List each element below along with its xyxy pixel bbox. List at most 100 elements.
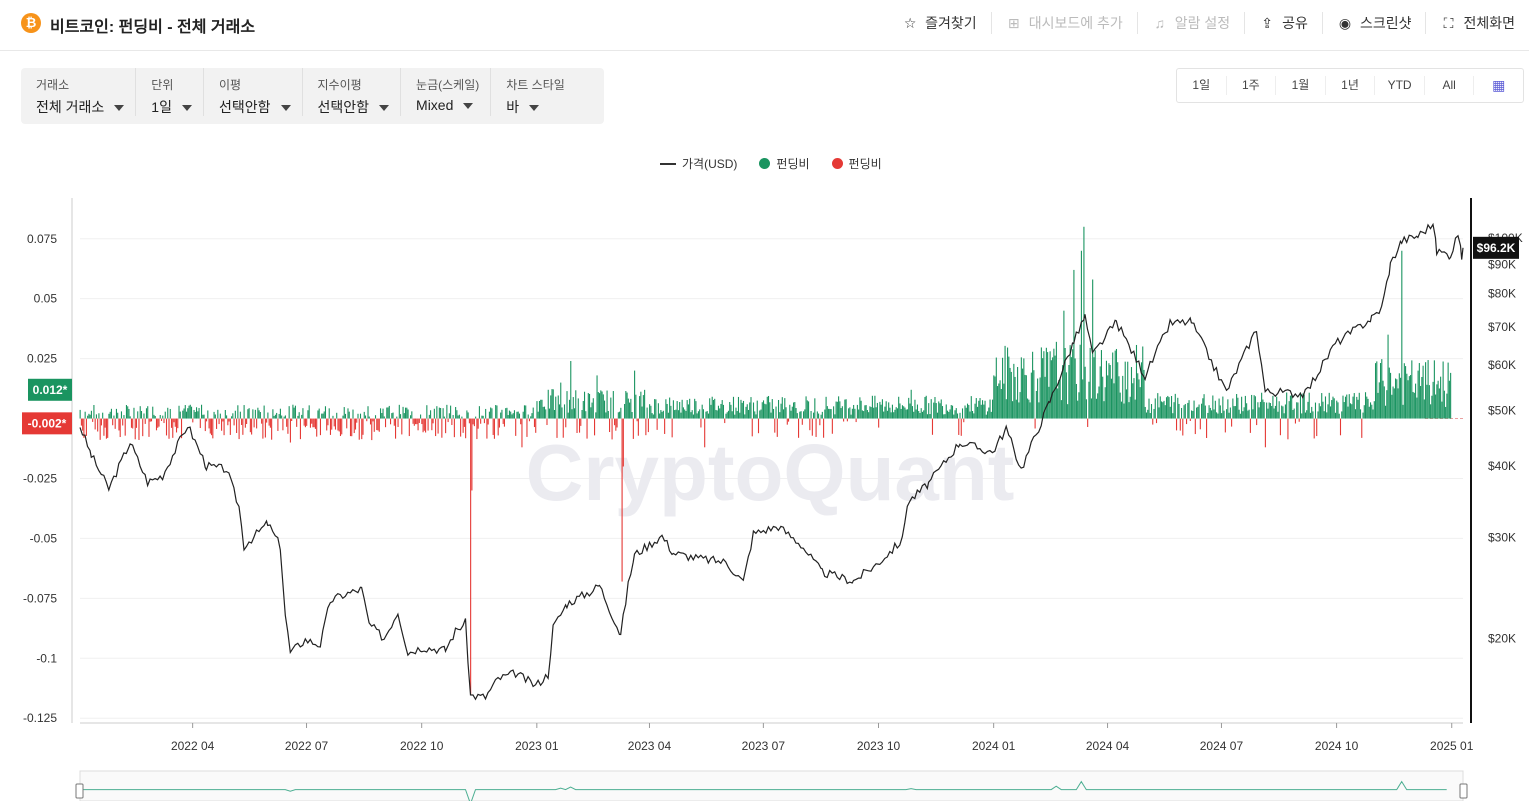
funding-bar-positive — [903, 406, 905, 419]
funding-bar-positive — [1354, 409, 1357, 419]
range-button[interactable]: 1년 — [1326, 76, 1376, 95]
filter-3[interactable]: 지수이평 선택안함 — [303, 68, 402, 116]
filter-2[interactable]: 이평 선택안함 — [204, 68, 303, 116]
funding-bar-positive — [946, 410, 949, 419]
funding-bar-positive — [1092, 279, 1094, 419]
funding-bar-positive — [695, 401, 697, 419]
funding-bar-positive — [1058, 379, 1060, 419]
funding-bar-negative — [811, 418, 813, 436]
funding-bar-positive — [89, 414, 91, 419]
bell-button[interactable]: ♫ 알람 설정 — [1136, 12, 1244, 34]
share-button[interactable]: ⇪ 공유 — [1244, 12, 1322, 34]
funding-bar-positive — [1055, 341, 1057, 419]
funding-bar-positive — [1307, 401, 1309, 419]
funding-bar-positive — [95, 414, 97, 419]
funding-bar-positive — [934, 397, 936, 419]
funding-bar-positive — [1184, 403, 1186, 419]
funding-bar-positive — [816, 411, 818, 419]
funding-bar-positive — [343, 407, 345, 419]
funding-bar-negative — [776, 418, 778, 437]
funding-bar-positive — [820, 414, 822, 419]
funding-bar-positive — [989, 399, 991, 419]
filter-value: 선택안함 — [219, 97, 291, 117]
filter-4[interactable]: 눈금(스케일) Mixed — [401, 68, 492, 116]
funding-bar-positive — [203, 414, 205, 419]
funding-bar-positive — [1244, 395, 1246, 419]
add-dashboard-button[interactable]: ⊞ 대시보드에 추가 — [990, 12, 1137, 34]
funding-bar-positive — [1078, 392, 1080, 419]
funding-bar-positive — [1030, 372, 1032, 419]
funding-bar-negative — [246, 418, 248, 425]
funding-bar-positive — [1388, 367, 1390, 419]
funding-bar-positive — [1137, 373, 1139, 419]
funding-bar-positive — [93, 405, 95, 419]
funding-bar-negative — [473, 418, 475, 427]
funding-bar-positive — [873, 407, 875, 419]
y-right-tick-label: $80K — [1488, 287, 1516, 301]
funding-bar-negative — [346, 418, 348, 429]
funding-bar-positive — [642, 395, 644, 419]
funding-bar-negative — [316, 418, 318, 437]
funding-bar-positive — [978, 400, 980, 419]
funding-bar-positive — [1318, 403, 1320, 419]
funding-bar-positive — [971, 411, 974, 419]
funding-bar-negative — [1087, 418, 1089, 427]
funding-bar-positive — [712, 400, 715, 419]
funding-bar-positive — [188, 405, 190, 419]
funding-bar-positive — [803, 411, 805, 419]
funding-bar-positive — [1341, 411, 1343, 419]
funding-bar-positive — [732, 396, 735, 419]
legend-item[interactable]: 펀딩비 — [759, 155, 810, 172]
funding-bar-positive — [916, 404, 919, 419]
funding-bar-negative — [397, 418, 399, 427]
funding-bar-positive — [1109, 365, 1111, 419]
funding-bar-positive — [147, 406, 149, 419]
camera-button[interactable]: ◉ 스크린샷 — [1321, 12, 1426, 34]
funding-bar-positive — [750, 397, 752, 419]
funding-bar-positive — [725, 413, 727, 419]
funding-bar-positive — [1072, 349, 1074, 419]
funding-bar-positive — [237, 405, 239, 419]
funding-bar-negative — [418, 418, 420, 423]
funding-bar-positive — [904, 407, 906, 419]
funding-bar-negative — [533, 418, 536, 428]
funding-bar-positive — [461, 416, 463, 419]
funding-bar-positive — [1047, 352, 1049, 419]
star-button[interactable]: ☆ 즐겨찾기 — [888, 12, 991, 34]
funding-bar-positive — [1428, 385, 1430, 419]
range-button[interactable]: YTD — [1375, 76, 1425, 95]
calendar-icon[interactable]: ▦ — [1492, 77, 1506, 93]
funding-bar-positive — [747, 409, 750, 419]
funding-bar-positive — [342, 415, 344, 419]
funding-bar-positive — [1284, 404, 1286, 419]
funding-bar-positive — [979, 398, 981, 419]
funding-bar-positive — [775, 406, 777, 419]
filter-0[interactable]: 거래소 전체 거래소 — [21, 68, 137, 116]
funding-bar-negative — [958, 418, 960, 435]
funding-bar-positive — [1363, 405, 1365, 419]
x-tick-label: 2023 01 — [515, 739, 559, 753]
range-button[interactable]: 1일 — [1177, 76, 1227, 95]
funding-bar-negative — [312, 418, 314, 428]
filter-1[interactable]: 단위 1일 — [136, 68, 204, 116]
funding-bar-positive — [1115, 348, 1118, 419]
funding-bar-positive — [665, 399, 667, 419]
funding-bar-positive — [189, 404, 191, 419]
funding-bar-positive — [1135, 344, 1138, 419]
funding-bar-negative — [1249, 418, 1251, 433]
funding-bar-positive — [714, 398, 716, 419]
funding-bar-positive — [651, 413, 653, 419]
funding-bar-positive — [824, 409, 826, 419]
legend-item[interactable]: 가격(USD) — [660, 155, 737, 172]
fullscreen-button[interactable]: ⛶ 전체화면 — [1425, 12, 1529, 34]
funding-bar-positive — [322, 413, 324, 419]
legend-item[interactable]: 펀딩비 — [831, 155, 882, 172]
range-button[interactable]: All — [1425, 76, 1475, 95]
filter-5[interactable]: 차트 스타일 바 — [491, 68, 576, 116]
funding-bar-negative — [416, 418, 418, 425]
funding-bar-negative — [528, 418, 531, 422]
range-button[interactable]: 1월 — [1276, 76, 1326, 95]
funding-bar-positive — [1352, 396, 1354, 419]
range-button[interactable]: 1주 — [1227, 76, 1277, 95]
funding-bar-positive — [988, 407, 990, 419]
